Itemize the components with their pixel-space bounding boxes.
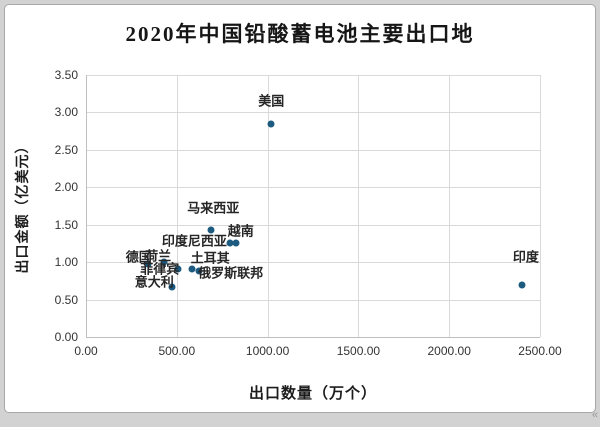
x-axis-title: 出口数量（万个） [248,385,378,402]
y-axis-title: 出口金额（亿美元） [14,138,30,274]
chart-title: 2020年中国铅酸蓄电池主要出口地 [125,22,475,46]
watermark-fragment: « [591,409,598,421]
chart-card [4,4,596,413]
